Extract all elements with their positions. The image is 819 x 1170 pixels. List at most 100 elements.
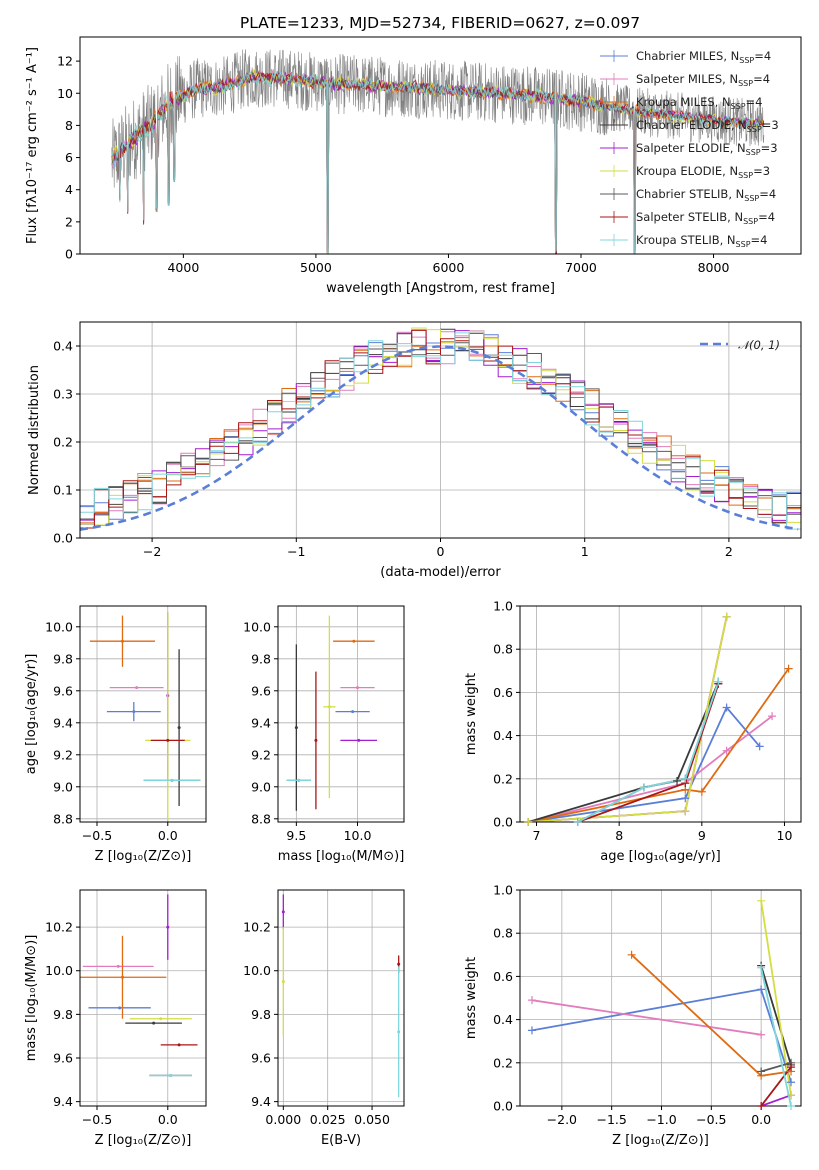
y-tick-label: 0.4 — [53, 339, 73, 354]
plus-marker — [722, 746, 731, 755]
x-axis-label: age [log₁₀(age/yr)] — [600, 849, 721, 864]
y-tick-label: 0.1 — [53, 483, 73, 498]
y-tick-label: 10.0 — [243, 619, 271, 634]
histogram-step-line — [80, 332, 801, 530]
series-line — [760, 900, 792, 1096]
series-line — [760, 965, 792, 1066]
y-tick-label: 12 — [57, 54, 73, 69]
x-tick-label: 5000 — [300, 260, 332, 275]
plot-area-age-vs-mass — [286, 615, 378, 811]
data-point — [356, 686, 360, 690]
panel-spectrum: 4000 5000 6000 7000 8000 0 2 4 6 8 10 12 wavelength … — [25, 36, 802, 296]
x-tick-label: 0 — [437, 544, 445, 559]
y-tick-label: 6 — [65, 150, 73, 165]
legend-entry-label: Kroupa MILES, NSSP=4 — [636, 95, 762, 111]
plus-marker — [757, 896, 766, 905]
series-line — [528, 715, 773, 822]
axes-frame — [519, 889, 802, 1107]
y-tick-label: 0.4 — [493, 1012, 513, 1027]
plus-marker — [673, 776, 682, 785]
x-tick-label: 8 — [615, 828, 623, 843]
y-axis-label: Normed distribution — [27, 365, 42, 495]
data-point — [357, 738, 361, 742]
plus-marker — [681, 807, 690, 816]
data-point — [177, 726, 181, 730]
y-tick-label: 0.2 — [53, 435, 73, 450]
data-point — [397, 962, 401, 966]
series-line — [760, 1061, 792, 1073]
y-tick-label: 8.8 — [53, 811, 73, 826]
y-tick-label: 0.0 — [493, 815, 513, 830]
x-tick-label: 2 — [725, 544, 733, 559]
data-point — [132, 710, 136, 714]
plus-marker — [627, 950, 636, 959]
y-tick-label: 2 — [65, 214, 73, 229]
axes-frame — [79, 605, 207, 823]
axes-frame — [79, 889, 207, 1107]
plus-marker — [714, 677, 723, 686]
y-tick-label: 9.4 — [53, 1094, 73, 1109]
x-tick-label: −1.0 — [646, 1112, 676, 1127]
y-tick-label: 10.0 — [45, 619, 73, 634]
legend-entry-label: Salpeter ELODIE, NSSP=3 — [636, 141, 778, 157]
y-tick-label: 0.8 — [493, 642, 513, 657]
data-point — [120, 975, 124, 979]
x-tick-label: 6000 — [433, 260, 465, 275]
x-tick-label: 1 — [581, 544, 589, 559]
plus-marker — [722, 703, 731, 712]
x-tick-label: 0.050 — [354, 1112, 390, 1127]
x-tick-label: 9 — [698, 828, 706, 843]
y-tick-label: 10.2 — [45, 920, 73, 935]
plus-marker — [757, 1102, 766, 1110]
plot-area-mass-vs-ebv — [281, 894, 401, 1098]
x-tick-label: −0.5 — [696, 1112, 726, 1127]
data-point — [281, 910, 285, 914]
panel-residual-histogram: −2 −1 0 1 2 0.0 0.1 0.2 0.3 0.4 (data-model)/error… — [27, 321, 802, 580]
y-tick-label: 10.0 — [243, 963, 271, 978]
y-tick-label: 9.2 — [251, 747, 271, 762]
series-line — [528, 668, 790, 822]
x-tick-label: 10 — [777, 828, 793, 843]
y-tick-label: 9.8 — [53, 651, 73, 666]
x-axis-label: Z [log₁₀(Z/Z⊙)] — [95, 849, 192, 864]
y-tick-label: 9.0 — [251, 779, 271, 794]
plus-marker — [787, 1102, 796, 1110]
y-axis-label: mass weight — [464, 957, 479, 1039]
y-tick-label: 0.2 — [493, 1055, 513, 1070]
y-tick-label: 9.6 — [53, 683, 73, 698]
plus-marker — [573, 818, 582, 826]
plus-marker — [639, 783, 648, 792]
panel-age-vs-Z: −0.5 0.0 8.8 9.0 9.2 9.4 9.6 9.8 10.0 Z [log₁₀(Z/… — [24, 605, 207, 864]
data-point — [397, 1030, 401, 1034]
x-tick-label: −1 — [287, 544, 305, 559]
x-tick-label: 0.025 — [310, 1112, 346, 1127]
y-tick-label: 9.2 — [53, 747, 73, 762]
y-tick-label: 9.8 — [251, 1007, 271, 1022]
x-tick-label: −2 — [143, 544, 161, 559]
legend-entry-label: Chabrier STELIB, NSSP=4 — [636, 187, 776, 203]
y-tick-label: 9.8 — [251, 651, 271, 666]
x-axis-label: mass [log₁₀(M/M⊙)] — [278, 849, 405, 864]
axes-frame — [277, 889, 405, 1107]
axes-frame — [519, 605, 802, 823]
plus-marker — [697, 787, 706, 796]
x-tick-label: 0.000 — [265, 1112, 301, 1127]
x-tick-label: −0.5 — [82, 1112, 112, 1127]
data-point — [352, 639, 356, 643]
data-point — [166, 738, 170, 742]
data-point — [170, 778, 174, 782]
data-point — [166, 925, 170, 929]
y-tick-label: 0 — [65, 247, 73, 262]
legend-entry-label: Kroupa STELIB, NSSP=4 — [636, 233, 767, 249]
y-tick-label: 8 — [65, 118, 73, 133]
x-tick-label: −2.0 — [547, 1112, 577, 1127]
x-tick-label: 9.5 — [286, 828, 306, 843]
x-axis-label: Z [log₁₀(Z/Z⊙)] — [612, 1133, 709, 1148]
y-tick-label: 9.0 — [53, 779, 73, 794]
data-point — [159, 1017, 163, 1021]
y-tick-label: 10.2 — [243, 920, 271, 935]
plot-area-age-vs-Z — [89, 612, 201, 822]
legend-entry-label: Chabrier ELODIE, NSSP=3 — [636, 118, 779, 134]
figure-title: PLATE=1233, MJD=52734, FIBERID=0627, z=0… — [240, 14, 640, 32]
